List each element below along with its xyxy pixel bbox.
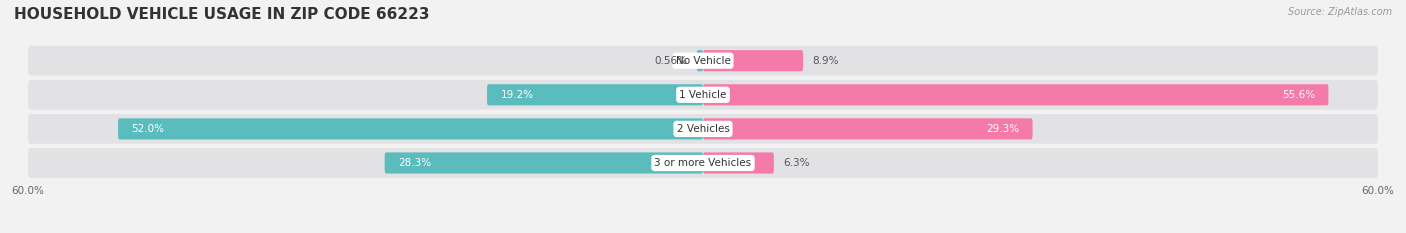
- Text: 55.6%: 55.6%: [1282, 90, 1315, 100]
- FancyBboxPatch shape: [385, 152, 703, 174]
- Legend: Owner-occupied, Renter-occupied: Owner-occupied, Renter-occupied: [581, 230, 825, 233]
- FancyBboxPatch shape: [28, 46, 1378, 75]
- Text: 28.3%: 28.3%: [398, 158, 432, 168]
- Text: 8.9%: 8.9%: [813, 56, 838, 66]
- FancyBboxPatch shape: [118, 118, 703, 140]
- FancyBboxPatch shape: [486, 84, 703, 105]
- FancyBboxPatch shape: [703, 152, 773, 174]
- FancyBboxPatch shape: [697, 50, 703, 71]
- Text: 1 Vehicle: 1 Vehicle: [679, 90, 727, 100]
- Text: HOUSEHOLD VEHICLE USAGE IN ZIP CODE 66223: HOUSEHOLD VEHICLE USAGE IN ZIP CODE 6622…: [14, 7, 430, 22]
- Text: 0.56%: 0.56%: [655, 56, 688, 66]
- Text: Source: ZipAtlas.com: Source: ZipAtlas.com: [1288, 7, 1392, 17]
- Text: 6.3%: 6.3%: [783, 158, 810, 168]
- FancyBboxPatch shape: [703, 50, 803, 71]
- Text: 19.2%: 19.2%: [501, 90, 534, 100]
- FancyBboxPatch shape: [28, 114, 1378, 144]
- Text: 2 Vehicles: 2 Vehicles: [676, 124, 730, 134]
- Text: No Vehicle: No Vehicle: [675, 56, 731, 66]
- Text: 52.0%: 52.0%: [132, 124, 165, 134]
- Text: 29.3%: 29.3%: [986, 124, 1019, 134]
- Text: 3 or more Vehicles: 3 or more Vehicles: [654, 158, 752, 168]
- FancyBboxPatch shape: [703, 118, 1032, 140]
- FancyBboxPatch shape: [28, 148, 1378, 178]
- FancyBboxPatch shape: [28, 80, 1378, 110]
- FancyBboxPatch shape: [703, 84, 1329, 105]
